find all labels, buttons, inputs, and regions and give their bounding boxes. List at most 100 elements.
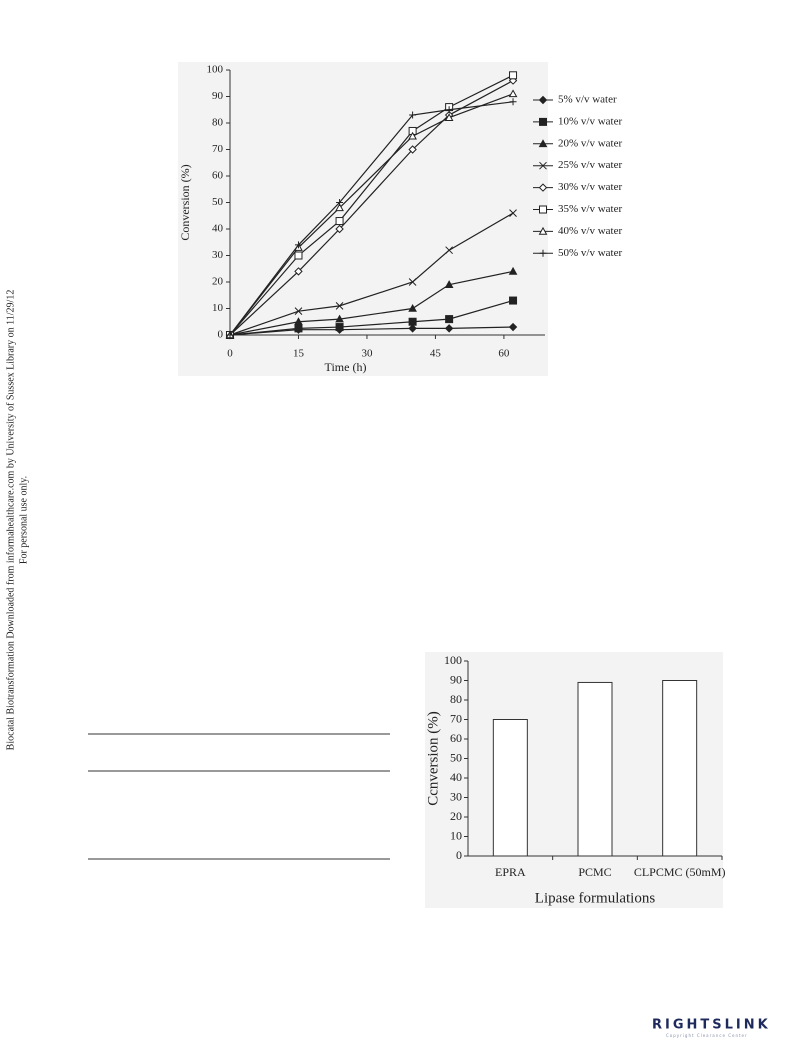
marker: [408, 317, 417, 326]
marker: [509, 209, 517, 217]
marker: [408, 278, 417, 286]
side-note: Biocatal Biotransformation Downloaded fr…: [5, 290, 29, 751]
y-tick-label: 90: [450, 672, 462, 686]
legend-label: 25% v/v water: [558, 159, 622, 171]
legend-label: 50% v/v water: [558, 247, 622, 259]
marker: [508, 89, 518, 98]
y-tick-label: 10: [212, 302, 224, 314]
y-tick-label: 50: [450, 750, 462, 764]
series-line: [229, 270, 514, 336]
y-tick-label: 40: [450, 770, 462, 784]
y-tick-label: 100: [207, 64, 224, 76]
side-note-line: For personal use only.: [18, 476, 29, 564]
y-tick-label: 70: [450, 711, 462, 725]
line-chart: 0 10 20 30 40 50 60 70 80 90 100 0 15 30 45 60 Time (h) C…: [178, 64, 623, 374]
series-line: [229, 80, 514, 336]
bar: [577, 681, 613, 857]
x-tick-label: 15: [293, 348, 305, 360]
marker: [408, 145, 417, 154]
marker: [335, 314, 344, 323]
y-tick-label: 20: [450, 809, 462, 823]
marker: [294, 267, 303, 276]
side-note-line: Biocatal Biotransformation Downloaded fr…: [5, 290, 16, 751]
marker: [445, 106, 453, 114]
logo-title: RIGHTSLINK: [652, 1018, 771, 1033]
marker: [408, 131, 417, 140]
marker: [294, 251, 303, 260]
marker: [294, 324, 303, 333]
marker: [335, 203, 344, 212]
y-tick-label: 90: [212, 90, 224, 102]
y-tick-label: 10: [450, 828, 462, 842]
y-tick-label: 100: [444, 653, 462, 667]
marker: [294, 307, 303, 316]
marker: [445, 246, 453, 255]
y-axis-label: Ccnversion (%): [425, 711, 441, 806]
x-tick-label: 45: [430, 348, 442, 360]
series-line: [229, 326, 514, 336]
legend-marker: [538, 95, 548, 105]
marker: [226, 331, 234, 339]
x-axis-label: Lipase formulations: [535, 890, 656, 906]
y-tick-label: 50: [212, 196, 224, 208]
x-tick-label: CLPCMC (50mM): [634, 865, 726, 879]
marker: [444, 280, 454, 288]
bar-chart: 0 10 20 30 40 50 60 70 80 90 100 EPRA PCMC CLPCMC (50…: [425, 653, 725, 907]
legend-marker: [539, 117, 547, 126]
series-line: [229, 101, 514, 336]
legend-label: 40% v/v water: [558, 225, 622, 237]
x-tick-label: EPRA: [495, 865, 526, 879]
x-tick-label: 30: [361, 348, 373, 360]
legend-label: 5% v/v water: [558, 94, 617, 106]
marker: [408, 324, 417, 333]
marker: [335, 217, 344, 226]
x-tick-label: 0: [227, 348, 233, 360]
legend-marker: [538, 139, 548, 148]
x-tick-label: PCMC: [578, 865, 611, 879]
y-tick-label: 60: [450, 731, 462, 745]
marker: [294, 317, 303, 326]
y-tick-label: 30: [450, 789, 462, 803]
series-line: [229, 212, 514, 336]
marker: [408, 303, 417, 312]
y-tick-label: 30: [212, 249, 224, 261]
series-line: [229, 299, 514, 336]
y-tick-label: 20: [212, 276, 224, 288]
bar: [492, 719, 528, 857]
marker: [444, 324, 454, 333]
legend-marker: [539, 161, 547, 170]
y-tick-label: 0: [218, 329, 224, 341]
marker: [294, 241, 302, 249]
series-line: [229, 74, 514, 336]
marker: [335, 224, 344, 234]
y-tick-label: 40: [212, 223, 224, 235]
y-tick-label: 80: [212, 117, 224, 129]
marker: [336, 199, 344, 206]
table-rules: [88, 733, 390, 860]
y-tick-label: 70: [212, 143, 224, 155]
y-tick-label: 0: [456, 848, 462, 862]
logo-subtitle: Copyright Clearance Center: [666, 1033, 748, 1038]
legend-marker: [539, 249, 547, 257]
legend-label: 20% v/v water: [558, 137, 622, 149]
legend-marker: [538, 183, 548, 192]
legend-marker: [538, 226, 548, 235]
bar: [662, 680, 698, 857]
legend-label: 30% v/v water: [558, 181, 622, 193]
marker: [509, 296, 518, 305]
marker: [335, 323, 344, 332]
marker: [508, 322, 518, 332]
y-tick-label: 80: [450, 692, 462, 706]
x-tick-label: 60: [498, 348, 510, 360]
x-axis-label: Time (h): [325, 360, 367, 374]
marker: [445, 315, 454, 324]
marker: [409, 111, 417, 119]
legend-marker: [539, 205, 547, 214]
y-axis-label: Conversion (%): [178, 164, 192, 240]
marker: [509, 98, 517, 106]
series-line: [229, 93, 514, 336]
legend-label: 35% v/v water: [558, 203, 622, 215]
marker: [444, 113, 454, 121]
marker: [508, 266, 518, 275]
y-tick-label: 60: [212, 170, 224, 182]
